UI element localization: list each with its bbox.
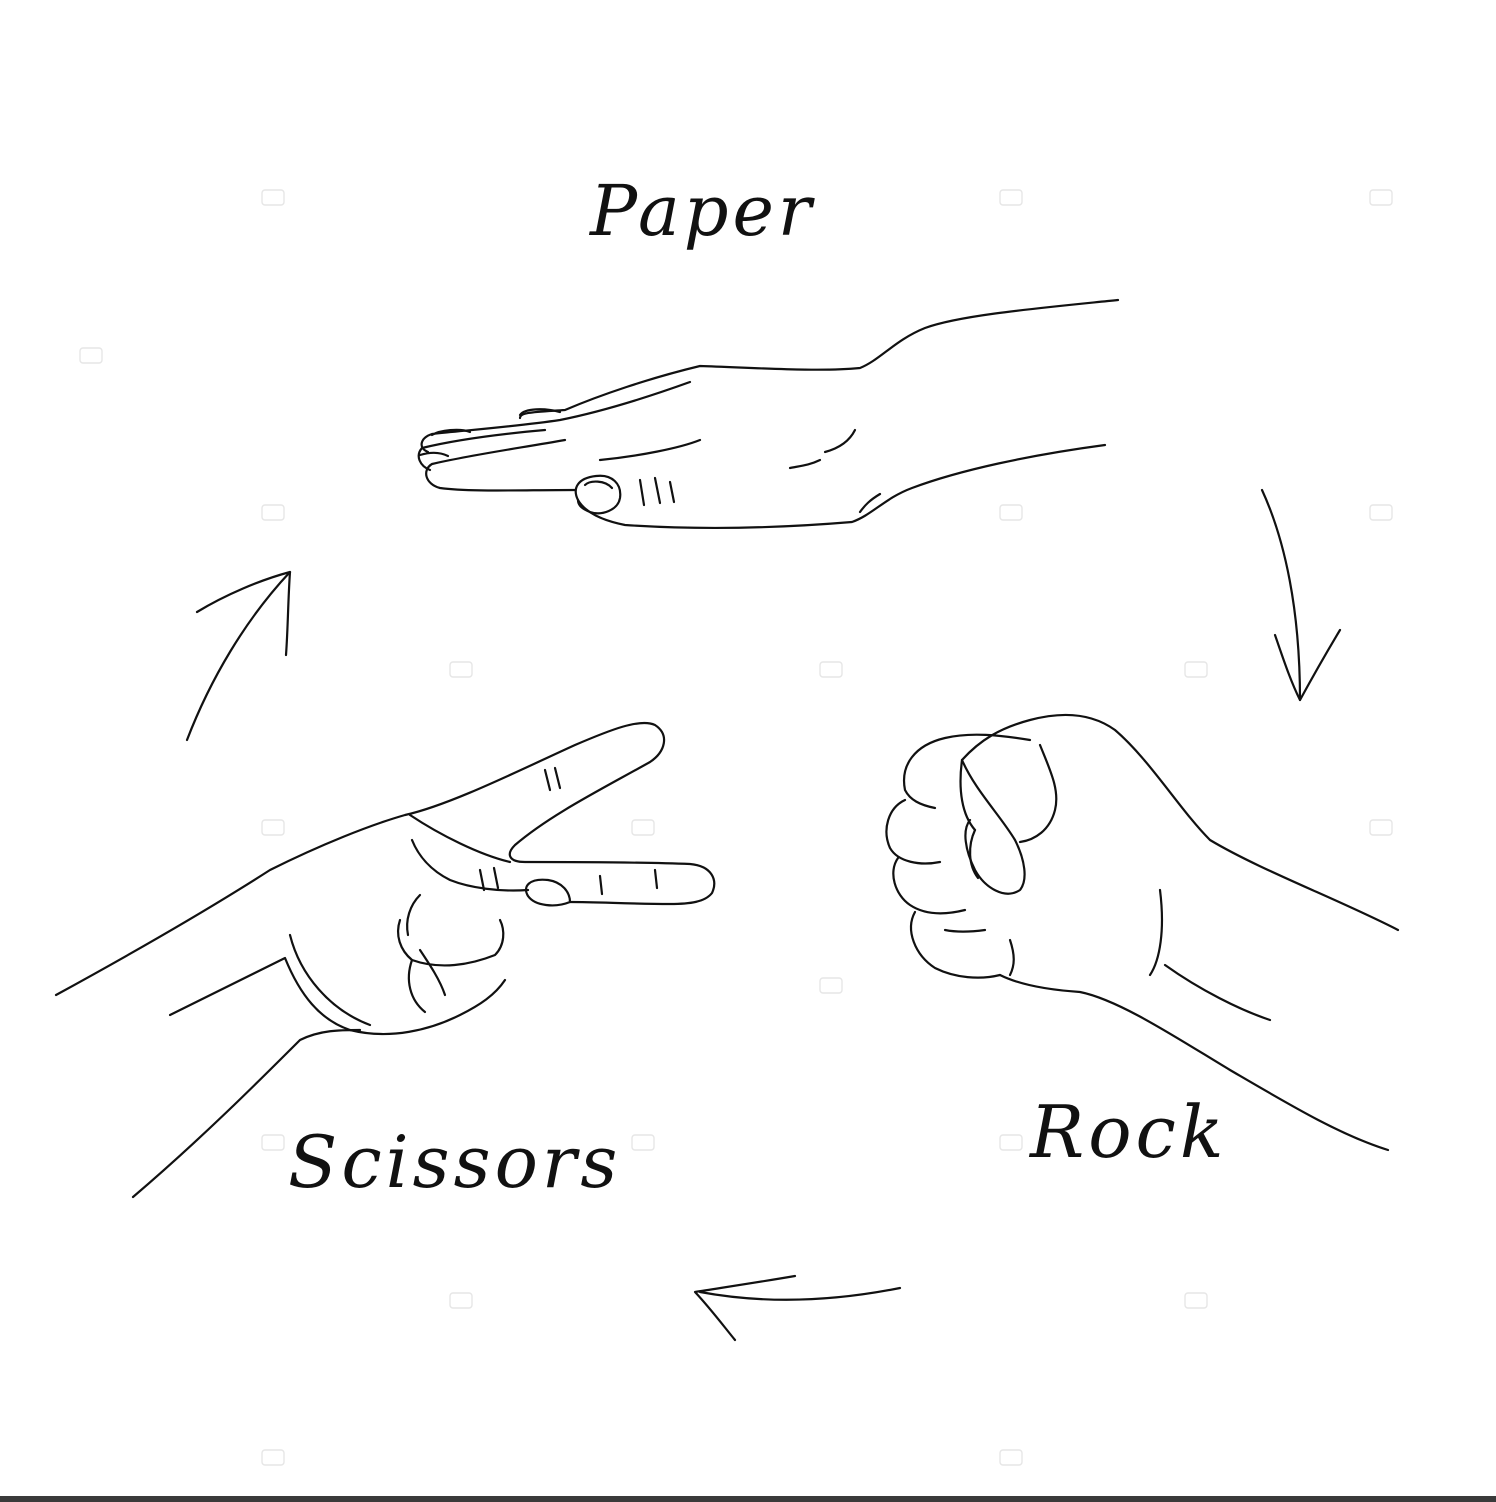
paper-hand-icon [417,298,1120,529]
arrow-paper-to-rock-icon [1260,488,1342,702]
label-paper: Paper [590,170,816,252]
bottom-border [0,1496,1496,1502]
rock-fist-icon [885,713,1400,1152]
arrow-scissors-to-paper-icon [185,570,292,742]
scissors-hand-icon [54,721,716,1199]
label-rock: Rock [1030,1090,1228,1174]
arrow-rock-to-scissors-icon [693,1274,902,1342]
label-scissors: Scissors [288,1120,622,1204]
watermark-marks [79,189,1393,1466]
